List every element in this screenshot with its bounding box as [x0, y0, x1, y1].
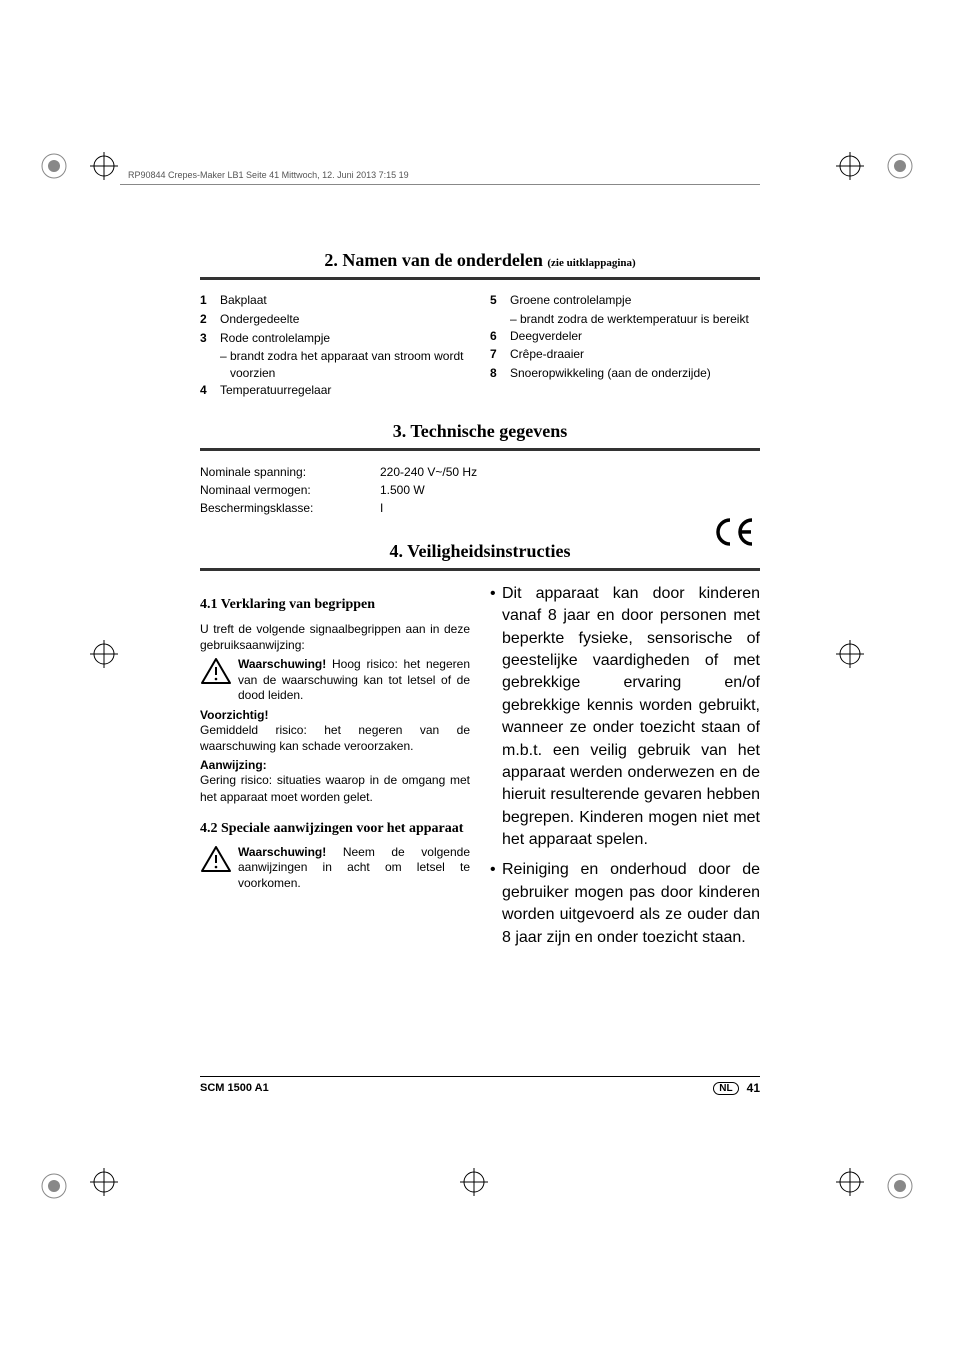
spec-label: Nominaal vermogen:: [200, 481, 380, 499]
section4-title: 4. Veiligheidsinstructies: [200, 541, 760, 562]
header-rule: [120, 184, 760, 185]
caution-text: Gemiddeld risico: het negeren van de waa…: [200, 722, 470, 754]
bullet-item: Dit apparaat kan door kinderen vanaf 8 j…: [490, 583, 760, 852]
sub41-intro: U treft de volgende signaalbegrippen aan…: [200, 621, 470, 653]
parts-left: 1Bakplaat 2Ondergedeelte 3Rode controlel…: [200, 292, 470, 399]
part-item: 1Bakplaat: [200, 292, 470, 309]
part-item: 6Deegverdeler: [490, 328, 760, 345]
part-item: 3Rode controlelampje: [200, 330, 470, 347]
tech-specs: Nominale spanning:220-240 V~/50 Hz Nomin…: [200, 463, 760, 517]
warning-triangle-icon: [200, 657, 232, 685]
crop-mark-br: [884, 1170, 916, 1202]
note-title: Aanwijzing:: [200, 758, 470, 772]
part-item: 8Snoeropwikkeling (aan de onderzijde): [490, 365, 760, 382]
warn2-title: Waarschuwing!: [238, 845, 326, 859]
part-item: 7Crêpe-draaier: [490, 346, 760, 363]
lang-badge: NL: [713, 1082, 738, 1095]
ce-mark-icon: [716, 517, 760, 554]
print-header: RP90844 Crepes-Maker LB1 Seite 41 Mittwo…: [128, 170, 409, 180]
sub42-heading: 4.2 Speciale aanwijzingen voor het appar…: [200, 821, 470, 837]
spec-label: Nominale spanning:: [200, 463, 380, 481]
reg-mark-br: [836, 1168, 864, 1196]
warn-title: Waarschuwing!: [238, 657, 326, 671]
safety-bullets: Dit apparaat kan door kinderen vanaf 8 j…: [490, 583, 760, 949]
footer-model: SCM 1500 A1: [200, 1082, 269, 1094]
part-sub: – brandt zodra het apparaat van stroom w…: [220, 348, 470, 382]
crop-mark-tr: [884, 150, 916, 182]
section2-title-text: 2. Namen van de onderdelen: [324, 250, 543, 270]
reg-mark-tl: [90, 152, 118, 180]
warning-block-2: Waarschuwing! Neem de volgende aanwijzin…: [200, 845, 470, 892]
parts-right: 5Groene controlelampje – brandt zodra de…: [490, 292, 760, 382]
warning-triangle-icon: [200, 845, 232, 873]
reg-mark-bc: [460, 1168, 488, 1196]
spec-value: 1.500 W: [380, 481, 425, 499]
section3-rule: [200, 448, 760, 451]
crop-mark-bl: [38, 1170, 70, 1202]
part-item: 5Groene controlelampje: [490, 292, 760, 309]
reg-mark-ml: [90, 640, 118, 668]
parts-columns: 1Bakplaat 2Ondergedeelte 3Rode controlel…: [200, 292, 760, 401]
spec-value: 220-240 V~/50 Hz: [380, 463, 477, 481]
crop-mark-tl: [38, 150, 70, 182]
section2-subtitle: (zie uitklappagina): [547, 257, 635, 269]
part-sub: – brandt zodra de werktemperatuur is ber…: [510, 311, 760, 328]
reg-mark-mr: [836, 640, 864, 668]
page-number: 41: [747, 1081, 760, 1095]
section4-columns: 4.1 Verklaring van begrippen U treft de …: [200, 583, 760, 957]
page-footer: SCM 1500 A1 NL 41: [200, 1076, 760, 1095]
part-item: 4Temperatuurregelaar: [200, 382, 470, 399]
part-item: 2Ondergedeelte: [200, 311, 470, 328]
spec-label: Beschermingsklasse:: [200, 499, 380, 517]
sub41-heading: 4.1 Verklaring van begrippen: [200, 597, 470, 613]
page-content: 2. Namen van de onderdelen (zie uitklapp…: [200, 230, 760, 957]
caution-title: Voorzichtig!: [200, 708, 470, 722]
warning-block: Waarschuwing! Hoog risico: het negeren v…: [200, 657, 470, 704]
note-text: Gering risico: situaties waarop in de om…: [200, 772, 470, 804]
section4-rule: [200, 568, 760, 571]
section3-title: 3. Technische gegevens: [200, 421, 760, 442]
section2-rule: [200, 277, 760, 280]
bullet-item: Reiniging en onderhoud door de gebruiker…: [490, 859, 760, 949]
reg-mark-bl: [90, 1168, 118, 1196]
reg-mark-tr: [836, 152, 864, 180]
section2-title: 2. Namen van de onderdelen (zie uitklapp…: [200, 250, 760, 271]
spec-value: I: [380, 499, 383, 517]
